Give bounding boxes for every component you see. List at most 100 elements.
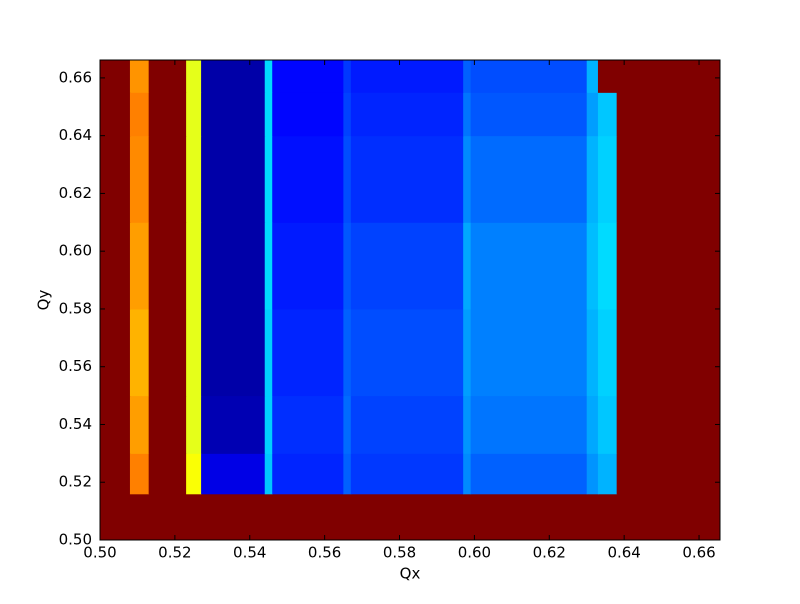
heatmap-cell (597, 395, 618, 454)
heatmap-cell (201, 395, 266, 454)
heatmap-cell (597, 135, 618, 223)
heatmap-cell (272, 135, 344, 223)
heatmap-cell (597, 453, 618, 495)
heatmap-cell (148, 92, 187, 137)
heatmap-cell (616, 453, 721, 495)
heatmap-cell (129, 60, 150, 93)
heatmap-cell (272, 60, 344, 93)
heatmap-cell (272, 395, 344, 454)
x-axis-label: Qx (400, 565, 421, 583)
heatmap-cell (586, 222, 599, 310)
heatmap-cell (343, 308, 352, 397)
heatmap-cell (129, 453, 150, 495)
heatmap-cell (463, 308, 472, 397)
heatmap-cell (616, 222, 721, 310)
heatmap-cell (129, 395, 150, 454)
heatmap-cell (148, 453, 187, 495)
heatmap-cell (264, 308, 273, 397)
heatmap-cell (100, 308, 131, 397)
heatmap-cell (470, 60, 588, 93)
heatmap-cell (129, 493, 150, 541)
heatmap-cell (470, 92, 588, 137)
heatmap-cell (201, 92, 266, 137)
heatmap-cell (343, 493, 352, 541)
heatmap-cell (148, 395, 187, 454)
heatmap-cell (350, 222, 464, 310)
heatmap-cell (350, 453, 464, 495)
heatmap-cell (201, 60, 266, 93)
heatmap-cell (100, 135, 131, 223)
heatmap-cell (264, 453, 273, 495)
y-tick-label: 0.60 (59, 242, 92, 260)
plot-frame (99, 59, 721, 541)
heatmap-cell (129, 135, 150, 223)
heatmap-cell (272, 92, 344, 137)
heatmap-cell (148, 135, 187, 223)
heatmap-cell (272, 222, 344, 310)
heatmap-cell (148, 60, 187, 93)
heatmap-cell (586, 453, 599, 495)
heatmap-cell (186, 60, 202, 93)
heatmap-cell (463, 222, 472, 310)
heatmap-cell (616, 92, 721, 137)
heatmap-cell (201, 308, 266, 397)
heatmap-cell (470, 308, 588, 397)
heatmap-cell (463, 453, 472, 495)
heatmap-cell (350, 60, 464, 93)
x-tick-label: 0.64 (607, 544, 640, 562)
heatmap-cell (463, 92, 472, 137)
heatmap-cell (100, 395, 131, 454)
heatmap-cell (350, 493, 464, 541)
heatmap-cell (586, 92, 599, 137)
y-tick-label: 0.62 (59, 184, 92, 202)
heatmap-cell (129, 92, 150, 137)
heatmap-cell (100, 60, 131, 93)
heatmap-cell (201, 493, 266, 541)
heatmap-cell (586, 493, 599, 541)
x-tick-label: 0.60 (458, 544, 491, 562)
heatmap-cell (463, 493, 472, 541)
heatmap-cell (616, 60, 721, 93)
heatmap-cell (100, 222, 131, 310)
heatmap-cell (350, 395, 464, 454)
heatmap-cell (343, 60, 352, 93)
heatmap-cell (350, 92, 464, 137)
heatmap-cell (201, 453, 266, 495)
heatmap-cell (186, 135, 202, 223)
heatmap-cell (343, 395, 352, 454)
heatmap-cell (586, 135, 599, 223)
heatmap-cell (597, 92, 618, 137)
heatmap-cell (343, 92, 352, 137)
heatmap-cell (100, 92, 131, 137)
heatmap-cell (586, 308, 599, 397)
heatmap-cell (470, 135, 588, 223)
y-tick-label: 0.54 (59, 415, 92, 433)
heatmap-cell (201, 135, 266, 223)
heatmap-cell (264, 92, 273, 137)
heatmap-cell (264, 60, 273, 93)
heatmap-cell (148, 308, 187, 397)
heatmap-cell (597, 493, 618, 541)
heatmap-cell (272, 308, 344, 397)
heatmap-cell (586, 60, 599, 93)
heatmap-cell (343, 453, 352, 495)
heatmap-cell (264, 135, 273, 223)
heatmap-cell (100, 453, 131, 495)
heatmap-cell (616, 395, 721, 454)
heatmap-cell (463, 60, 472, 93)
heatmap-cell (100, 493, 131, 541)
x-tick-label: 0.56 (308, 544, 341, 562)
heatmap-cell (129, 308, 150, 397)
heatmap-cell (272, 453, 344, 495)
heatmap-cell (350, 135, 464, 223)
heatmap-cell (264, 493, 273, 541)
heatmap-cell (470, 395, 588, 454)
heatmap-cell (470, 453, 588, 495)
heatmap-cell (597, 222, 618, 310)
heatmap-cell (470, 493, 588, 541)
heatmap-cell (129, 222, 150, 310)
heatmap-cell (463, 135, 472, 223)
x-tick-label: 0.62 (533, 544, 566, 562)
